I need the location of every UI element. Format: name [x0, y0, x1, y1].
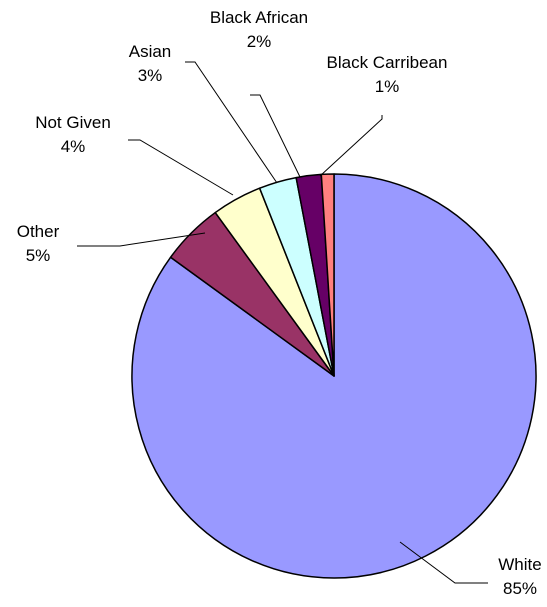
slice-value-black-african: 2% [247, 32, 272, 51]
slice-value-not-given: 4% [61, 137, 86, 156]
leader-line-black-carribean [319, 115, 383, 177]
leader-line-asian [185, 61, 278, 184]
slice-label-black-carribean: Black Carribean [327, 53, 448, 72]
slice-label-white: White [498, 555, 541, 574]
slice-value-other: 5% [26, 246, 51, 265]
slice-labels: White 85% Other 5% Not Given 4% Asian 3% Black A… [17, 8, 542, 598]
pie-slices [131, 173, 537, 579]
slice-value-white: 85% [503, 579, 537, 598]
slice-value-black-carribean: 1% [375, 77, 400, 96]
slice-label-black-african: Black African [210, 8, 308, 27]
slice-label-asian: Asian [129, 42, 172, 61]
leader-line-white [399, 541, 488, 584]
leader-lines [77, 61, 488, 584]
leader-line-not-given [128, 139, 234, 196]
slice-label-other: Other [17, 222, 60, 241]
slice-value-asian: 3% [138, 66, 163, 85]
leader-line-black-african [250, 94, 301, 178]
leader-line-other [77, 232, 206, 247]
slice-label-not-given: Not Given [35, 113, 111, 132]
